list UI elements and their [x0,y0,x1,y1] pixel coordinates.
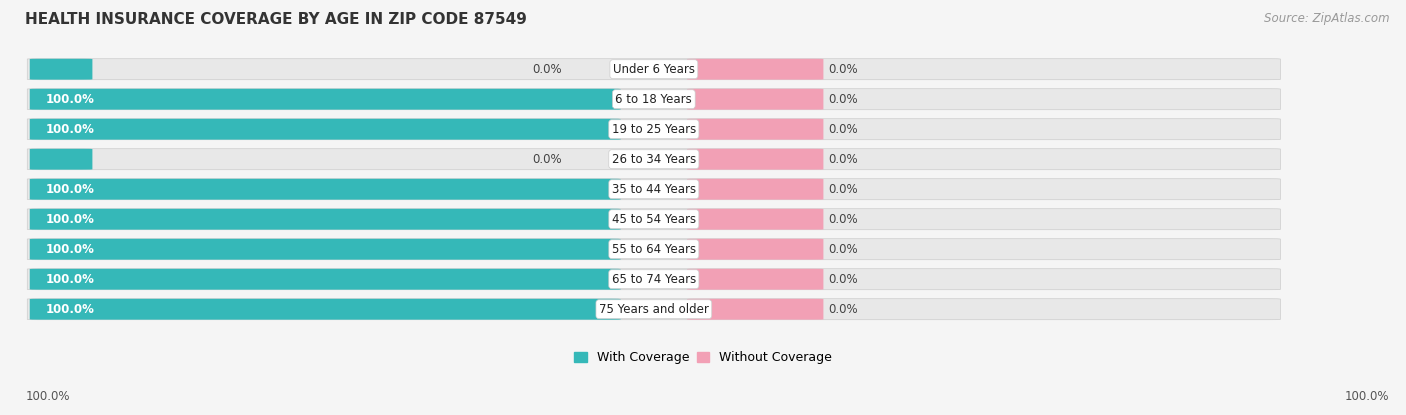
Legend: With Coverage, Without Coverage: With Coverage, Without Coverage [569,346,837,369]
FancyBboxPatch shape [27,149,1281,170]
Text: 19 to 25 Years: 19 to 25 Years [612,123,696,136]
FancyBboxPatch shape [27,59,1281,80]
Text: 35 to 44 Years: 35 to 44 Years [612,183,696,196]
FancyBboxPatch shape [688,59,824,80]
Text: 100.0%: 100.0% [46,303,94,316]
Text: 0.0%: 0.0% [828,63,858,76]
Text: 0.0%: 0.0% [828,273,858,286]
Text: 100.0%: 100.0% [46,123,94,136]
Text: HEALTH INSURANCE COVERAGE BY AGE IN ZIP CODE 87549: HEALTH INSURANCE COVERAGE BY AGE IN ZIP … [25,12,527,27]
Text: Under 6 Years: Under 6 Years [613,63,695,76]
FancyBboxPatch shape [30,269,620,290]
FancyBboxPatch shape [30,299,620,320]
Text: 0.0%: 0.0% [828,123,858,136]
Text: 100.0%: 100.0% [46,93,94,106]
FancyBboxPatch shape [30,179,620,200]
FancyBboxPatch shape [30,89,620,110]
FancyBboxPatch shape [30,59,93,80]
Text: 45 to 54 Years: 45 to 54 Years [612,213,696,226]
Text: 0.0%: 0.0% [531,63,562,76]
Text: 65 to 74 Years: 65 to 74 Years [612,273,696,286]
Text: 100.0%: 100.0% [46,183,94,196]
Text: 100.0%: 100.0% [46,213,94,226]
Text: 26 to 34 Years: 26 to 34 Years [612,153,696,166]
FancyBboxPatch shape [30,149,93,170]
FancyBboxPatch shape [27,179,1281,200]
FancyBboxPatch shape [30,239,620,260]
Text: 100.0%: 100.0% [46,243,94,256]
Text: 0.0%: 0.0% [531,153,562,166]
FancyBboxPatch shape [688,269,824,290]
FancyBboxPatch shape [30,119,620,139]
FancyBboxPatch shape [688,209,824,229]
FancyBboxPatch shape [688,119,824,139]
FancyBboxPatch shape [688,239,824,260]
FancyBboxPatch shape [688,299,824,320]
FancyBboxPatch shape [27,119,1281,140]
FancyBboxPatch shape [30,209,620,229]
FancyBboxPatch shape [688,149,824,170]
FancyBboxPatch shape [688,89,824,110]
Text: 100.0%: 100.0% [46,273,94,286]
FancyBboxPatch shape [27,239,1281,260]
Text: 0.0%: 0.0% [828,213,858,226]
FancyBboxPatch shape [27,269,1281,290]
Text: 0.0%: 0.0% [828,183,858,196]
Text: 6 to 18 Years: 6 to 18 Years [616,93,692,106]
Text: 0.0%: 0.0% [828,153,858,166]
FancyBboxPatch shape [27,89,1281,110]
Text: 0.0%: 0.0% [828,93,858,106]
FancyBboxPatch shape [27,299,1281,320]
Text: 100.0%: 100.0% [1344,390,1389,403]
Text: Source: ZipAtlas.com: Source: ZipAtlas.com [1264,12,1389,25]
Text: 0.0%: 0.0% [828,303,858,316]
Text: 100.0%: 100.0% [25,390,70,403]
FancyBboxPatch shape [27,209,1281,230]
Text: 55 to 64 Years: 55 to 64 Years [612,243,696,256]
Text: 75 Years and older: 75 Years and older [599,303,709,316]
Text: 0.0%: 0.0% [828,243,858,256]
FancyBboxPatch shape [688,179,824,200]
